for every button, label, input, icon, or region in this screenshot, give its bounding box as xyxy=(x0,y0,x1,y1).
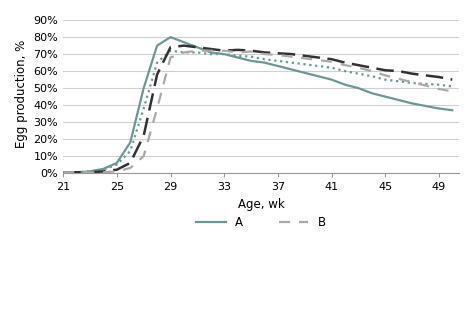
Legend: A, B: A, B xyxy=(191,211,330,234)
X-axis label: Age, wk: Age, wk xyxy=(237,198,284,211)
Y-axis label: Egg production, %: Egg production, % xyxy=(15,40,28,148)
